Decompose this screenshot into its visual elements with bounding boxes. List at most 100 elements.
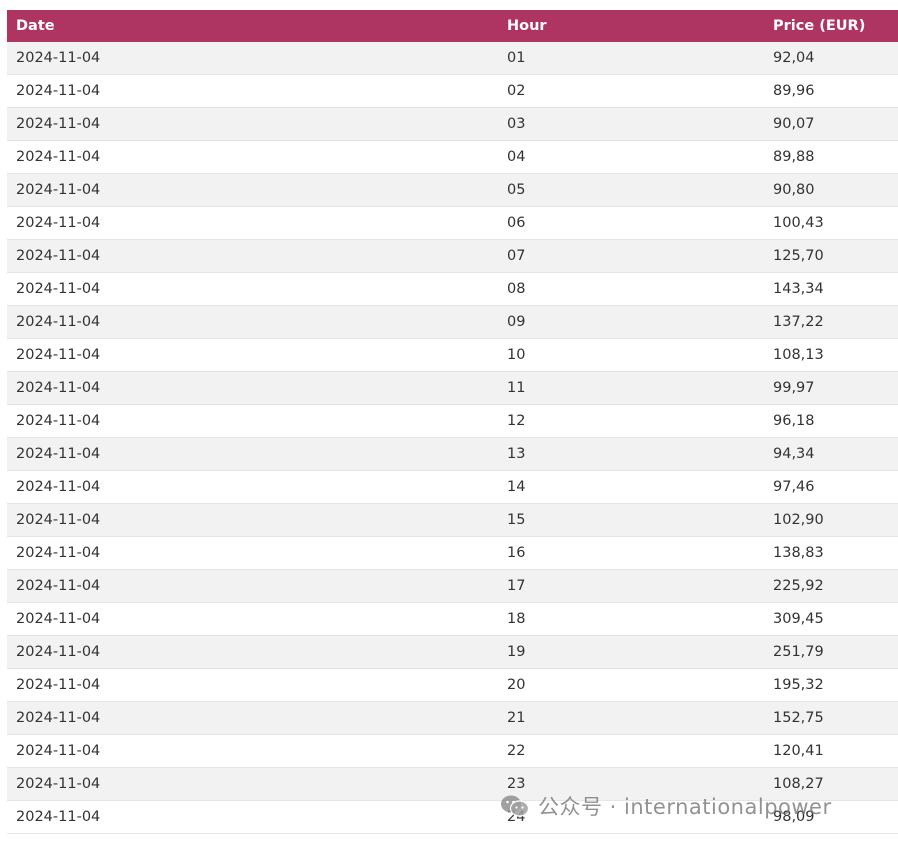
table-row: 2024-11-04 13 94,34	[7, 437, 898, 471]
cell-date: 2024-11-04	[7, 371, 498, 405]
table-row: 2024-11-04 01 92,04	[7, 42, 898, 75]
column-header-date: Date	[16, 18, 55, 34]
table-row: 2024-11-04 23 108,27	[7, 767, 898, 801]
cell-price: 102,90	[764, 503, 898, 537]
cell-date: 2024-11-04	[7, 437, 498, 471]
cell-hour: 15	[498, 503, 764, 537]
cell-hour: 11	[498, 371, 764, 405]
cell-price: 99,97	[764, 371, 898, 405]
cell-date: 2024-11-04	[7, 800, 498, 834]
cell-hour: 06	[498, 206, 764, 240]
table-row: 2024-11-04 02 89,96	[7, 74, 898, 108]
table-row: 2024-11-04 14 97,46	[7, 470, 898, 504]
cell-date: 2024-11-04	[7, 239, 498, 273]
cell-hour: 02	[498, 74, 764, 108]
table-row: 2024-11-04 18 309,45	[7, 602, 898, 636]
table-row: 2024-11-04 06 100,43	[7, 206, 898, 240]
cell-hour: 20	[498, 668, 764, 702]
cell-price: 125,70	[764, 239, 898, 273]
table-row: 2024-11-04 10 108,13	[7, 338, 898, 372]
table-row: 2024-11-04 15 102,90	[7, 503, 898, 537]
cell-date: 2024-11-04	[7, 272, 498, 306]
table-row: 2024-11-04 07 125,70	[7, 239, 898, 273]
cell-hour: 09	[498, 305, 764, 339]
cell-hour: 13	[498, 437, 764, 471]
cell-date: 2024-11-04	[7, 734, 498, 768]
cell-hour: 03	[498, 107, 764, 141]
cell-hour: 12	[498, 404, 764, 438]
column-header-hour: Hour	[507, 18, 547, 34]
cell-date: 2024-11-04	[7, 536, 498, 570]
cell-price: 90,07	[764, 107, 898, 141]
cell-price: 309,45	[764, 602, 898, 636]
cell-hour: 14	[498, 470, 764, 504]
cell-date: 2024-11-04	[7, 173, 498, 207]
table-row: 2024-11-04 08 143,34	[7, 272, 898, 306]
cell-date: 2024-11-04	[7, 701, 498, 735]
cell-hour: 07	[498, 239, 764, 273]
table-row: 2024-11-04 12 96,18	[7, 404, 898, 438]
cell-price: 138,83	[764, 536, 898, 570]
cell-date: 2024-11-04	[7, 206, 498, 240]
table-row: 2024-11-04 04 89,88	[7, 140, 898, 174]
cell-date: 2024-11-04	[7, 470, 498, 504]
cell-hour: 08	[498, 272, 764, 306]
cell-hour: 22	[498, 734, 764, 768]
table-row: 2024-11-04 21 152,75	[7, 701, 898, 735]
table-row: 2024-11-04 11 99,97	[7, 371, 898, 405]
cell-hour: 16	[498, 536, 764, 570]
cell-hour: 10	[498, 338, 764, 372]
cell-price: 225,92	[764, 569, 898, 603]
cell-date: 2024-11-04	[7, 404, 498, 438]
cell-hour: 19	[498, 635, 764, 669]
cell-price: 195,32	[764, 668, 898, 702]
price-table-container: Date Hour Price (EUR) 2024-11-04 01 92,04 2…	[7, 10, 898, 834]
cell-date: 2024-11-04	[7, 74, 498, 108]
table-row: 2024-11-04 19 251,79	[7, 635, 898, 669]
table-row: 2024-11-04 22 120,41	[7, 734, 898, 768]
table-row: 2024-11-04 24 98,09	[7, 800, 898, 834]
cell-hour: 21	[498, 701, 764, 735]
column-header-price: Price (EUR)	[773, 18, 866, 34]
cell-date: 2024-11-04	[7, 569, 498, 603]
cell-price: 137,22	[764, 305, 898, 339]
cell-price: 92,04	[764, 42, 898, 75]
cell-date: 2024-11-04	[7, 767, 498, 801]
table-header-row: Date Hour Price (EUR)	[7, 10, 898, 42]
table-body: 2024-11-04 01 92,04 2024-11-04 02 89,96 2024-1…	[7, 42, 898, 834]
cell-price: 143,34	[764, 272, 898, 306]
cell-price: 120,41	[764, 734, 898, 768]
cell-price: 96,18	[764, 404, 898, 438]
cell-price: 90,80	[764, 173, 898, 207]
cell-hour: 23	[498, 767, 764, 801]
cell-hour: 17	[498, 569, 764, 603]
cell-date: 2024-11-04	[7, 602, 498, 636]
table-row: 2024-11-04 03 90,07	[7, 107, 898, 141]
cell-date: 2024-11-04	[7, 107, 498, 141]
cell-hour: 01	[498, 42, 764, 75]
cell-date: 2024-11-04	[7, 668, 498, 702]
cell-price: 97,46	[764, 470, 898, 504]
cell-hour: 05	[498, 173, 764, 207]
cell-price: 94,34	[764, 437, 898, 471]
cell-hour: 18	[498, 602, 764, 636]
cell-price: 108,27	[764, 767, 898, 801]
table-row: 2024-11-04 17 225,92	[7, 569, 898, 603]
cell-price: 89,96	[764, 74, 898, 108]
table-row: 2024-11-04 20 195,32	[7, 668, 898, 702]
table-row: 2024-11-04 05 90,80	[7, 173, 898, 207]
cell-date: 2024-11-04	[7, 140, 498, 174]
cell-date: 2024-11-04	[7, 338, 498, 372]
cell-price: 108,13	[764, 338, 898, 372]
table-row: 2024-11-04 09 137,22	[7, 305, 898, 339]
cell-price: 152,75	[764, 701, 898, 735]
cell-hour: 04	[498, 140, 764, 174]
cell-price: 251,79	[764, 635, 898, 669]
price-table: Date Hour Price (EUR) 2024-11-04 01 92,04 2…	[7, 10, 898, 834]
cell-date: 2024-11-04	[7, 42, 498, 75]
cell-hour: 24	[498, 800, 764, 834]
cell-date: 2024-11-04	[7, 503, 498, 537]
cell-price: 89,88	[764, 140, 898, 174]
cell-price: 98,09	[764, 800, 898, 834]
cell-date: 2024-11-04	[7, 305, 498, 339]
